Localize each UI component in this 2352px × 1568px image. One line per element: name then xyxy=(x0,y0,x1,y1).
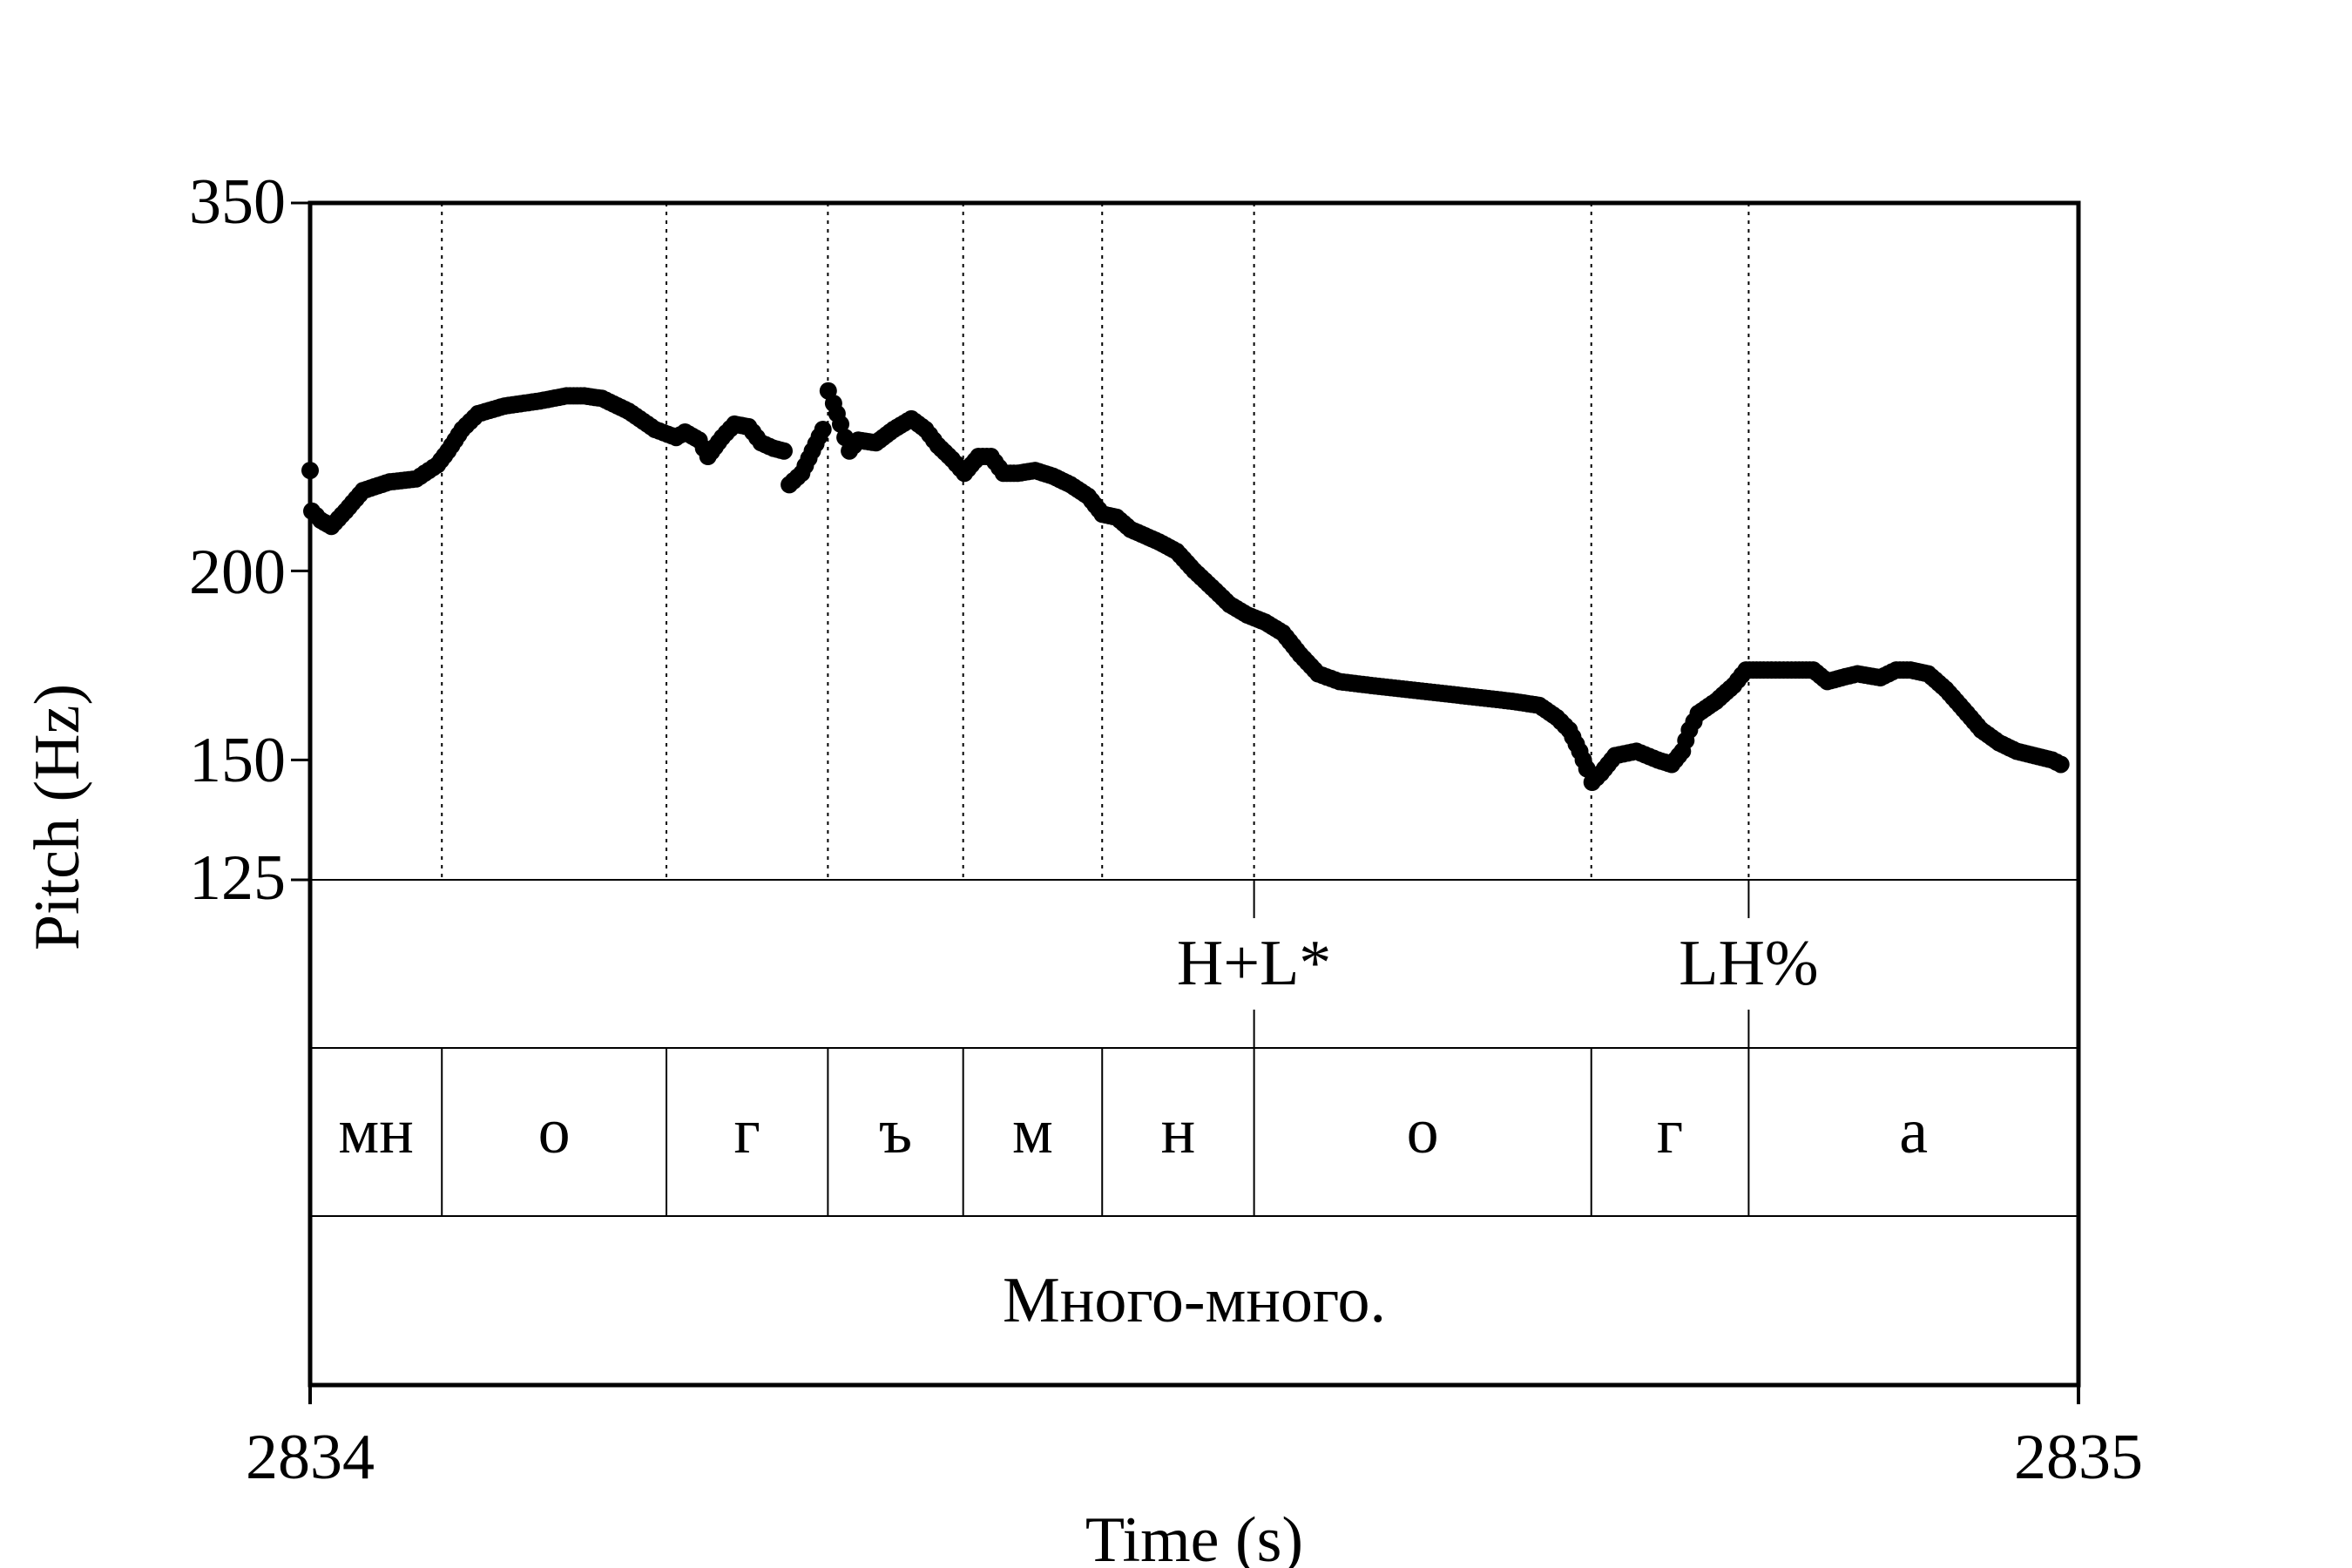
plot-frame xyxy=(291,200,2081,1404)
boundary-guides xyxy=(441,203,1750,880)
pitch-point xyxy=(832,415,849,433)
pitch-point xyxy=(814,421,832,438)
segment-label: о xyxy=(538,1096,571,1167)
y-axis-label: Pitch (Hz) xyxy=(22,684,93,950)
pitch-point xyxy=(775,442,793,460)
segment-label: г xyxy=(1657,1096,1683,1167)
plot-border xyxy=(308,200,2081,1388)
sentence-label: Много-много. xyxy=(1003,1265,1386,1336)
segment-label: н xyxy=(1161,1096,1196,1167)
pitch-points xyxy=(301,382,2070,791)
tone-label: LH% xyxy=(1679,928,1818,999)
pitch-point xyxy=(2051,755,2070,774)
y-tick-label-200: 200 xyxy=(189,537,286,608)
x-tick-label-2835: 2835 xyxy=(2014,1422,2143,1493)
y-tick-label-125: 125 xyxy=(189,842,286,914)
segment-label: ъ xyxy=(879,1096,912,1167)
y-tick-label-350: 350 xyxy=(189,166,286,238)
segment-label: а xyxy=(1899,1096,1928,1167)
segment-label: мн xyxy=(338,1096,413,1167)
y-tick-label-150: 150 xyxy=(189,725,286,796)
x-axis-label: Time (s) xyxy=(1085,1504,1303,1568)
segment-label: о xyxy=(1407,1096,1439,1167)
x-tick-label-2834: 2834 xyxy=(246,1422,375,1493)
tone-label: H+L* xyxy=(1177,928,1331,999)
segment-label: м xyxy=(1012,1096,1053,1167)
segment-label: г xyxy=(734,1096,760,1167)
